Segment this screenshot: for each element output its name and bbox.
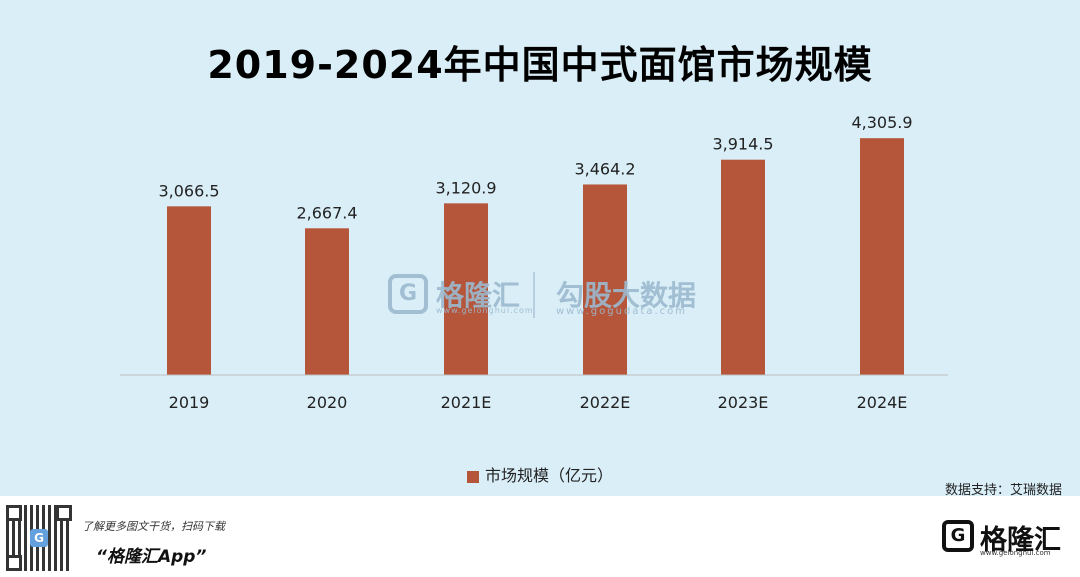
data-label: 2,667.4 bbox=[296, 203, 357, 222]
qr-corner bbox=[6, 505, 22, 521]
bar-2022E bbox=[583, 184, 627, 375]
data-label: 3,120.9 bbox=[435, 178, 496, 197]
bar-2023E bbox=[721, 159, 765, 375]
bar-2020 bbox=[305, 228, 349, 375]
brand-url: www.gelonghui.com bbox=[980, 549, 1051, 557]
bar-2024E bbox=[860, 138, 904, 375]
legend-swatch bbox=[466, 470, 479, 483]
bar-2019 bbox=[167, 206, 211, 375]
chart-title: 2019-2024年中国中式面馆市场规模 bbox=[207, 43, 873, 87]
qr-corner bbox=[56, 505, 72, 521]
x-tick-label: 2024E bbox=[857, 393, 908, 412]
x-tick-label: 2021E bbox=[441, 393, 492, 412]
source-note: 数据支持：艾瑞数据 bbox=[944, 483, 1062, 498]
x-tick-label: 2020 bbox=[307, 393, 348, 412]
x-tick-label: 2022E bbox=[580, 393, 631, 412]
watermark-divider bbox=[533, 272, 535, 318]
brand-logo-icon: G bbox=[942, 520, 974, 552]
data-label: 3,464.2 bbox=[574, 159, 635, 178]
data-label: 3,066.5 bbox=[158, 181, 219, 200]
watermark-brand-url: www.gelonghui.com bbox=[436, 306, 534, 315]
qr-code[interactable]: G bbox=[6, 505, 72, 571]
app-name: “格隆汇App” bbox=[96, 547, 207, 567]
bar-2021E bbox=[444, 203, 488, 375]
promo-text: 了解更多图文干货，扫码下载 bbox=[82, 520, 225, 533]
data-label: 4,305.9 bbox=[851, 113, 912, 132]
brand-logo[interactable]: G 格隆汇 www.gelonghui.com bbox=[942, 518, 1062, 558]
watermark: G 格隆汇 www.gelonghui.com 勾股大数据 www.goguda… bbox=[388, 272, 708, 322]
watermark-logo-icon: G bbox=[388, 274, 428, 314]
qr-logo-icon: G bbox=[30, 529, 48, 547]
x-tick-label: 2019 bbox=[169, 393, 210, 412]
x-tick-label: 2023E bbox=[718, 393, 769, 412]
brand-name: 格隆汇 bbox=[980, 525, 1061, 556]
legend-label: 市场规模（亿元） bbox=[484, 466, 613, 485]
watermark-brand: 格隆汇 bbox=[436, 279, 521, 312]
footer: G 了解更多图文干货，扫码下载 “格隆汇App” G 格隆汇 www.gelon… bbox=[0, 496, 1080, 577]
legend: 市场规模（亿元） bbox=[0, 462, 1080, 486]
bar-chart: 3,066.5 2,667.4 3,120.9 3,464.2 3,914.5 4,305… bbox=[120, 113, 948, 412]
qr-corner bbox=[6, 555, 22, 571]
data-label: 3,914.5 bbox=[712, 135, 773, 154]
watermark-gogu-url: www.gogudata.com bbox=[556, 306, 688, 317]
watermark-gogu: 勾股大数据 bbox=[556, 279, 697, 312]
